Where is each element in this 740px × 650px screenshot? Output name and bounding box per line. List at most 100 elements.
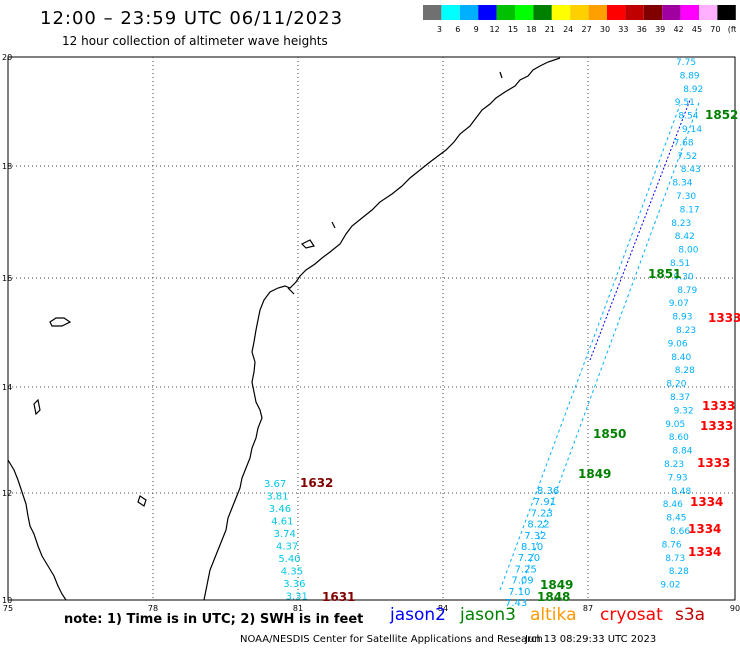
wave-reading: 8.54 — [678, 112, 698, 122]
time-label-1850: 1850 — [593, 427, 626, 441]
lon-label: 87 — [583, 604, 593, 613]
wave-reading: 3.31 — [286, 592, 308, 603]
legend-swatch — [607, 5, 626, 20]
wave-reading: 7.68 — [674, 138, 694, 148]
legend-swatch — [699, 5, 718, 20]
lon-label: 78 — [148, 604, 158, 613]
lon-label: 84 — [438, 604, 448, 613]
west-track-readings: 3.67 3.813.46 4.613.74 4.375.40 4.353.36 3.31 — [264, 479, 308, 603]
wave-reading: 8.36 — [537, 486, 559, 497]
wave-reading: 8.89 — [680, 71, 700, 81]
wave-reading: 3.46 — [269, 504, 291, 515]
time-label-1848: 1848 — [537, 590, 570, 604]
wave-reading: 8.28 — [669, 567, 689, 577]
legend-swatch — [423, 5, 442, 20]
axis-labels: 75 78 81 84 87 90 20 18 16 14 12 10 — [2, 53, 740, 613]
time-label-1334-a: 1334 — [690, 495, 723, 509]
legend-swatch — [533, 5, 552, 20]
mid-track-readings: 8.367.917.238.227.328.107.207.257.097.10… — [505, 486, 559, 609]
time-label-1632: 1632 — [300, 476, 333, 490]
legend-swatch — [496, 5, 515, 20]
wave-reading: 8.37 — [670, 393, 690, 403]
wave-reading: 7.91 — [534, 497, 556, 508]
wave-reading: 8.23 — [671, 219, 691, 229]
time-label-1849a: 1849 — [578, 467, 611, 481]
wave-reading: 7.09 — [511, 576, 533, 587]
legend-swatch — [662, 5, 681, 20]
wave-reading: 9.30 — [674, 272, 694, 282]
wave-reading: 8.20 — [666, 380, 686, 390]
wave-reading: 8.66 — [670, 527, 690, 537]
wave-reading: 7.10 — [508, 587, 530, 598]
legend-swatch — [515, 5, 534, 20]
lat-label: 18 — [2, 162, 12, 171]
wave-reading: 8.23 — [676, 326, 696, 336]
legend-label: 45 — [692, 25, 702, 34]
wave-reading: 7.75 — [676, 58, 696, 68]
legend-swatch — [588, 5, 607, 20]
legend-label: 70 — [710, 25, 720, 34]
wave-reading: 7.25 — [515, 564, 537, 575]
legend-label: 6 — [455, 25, 460, 34]
legend-label: 9 — [474, 25, 479, 34]
legend-swatch — [441, 5, 460, 20]
wave-reading: 7.52 — [677, 152, 697, 162]
legend-swatch — [717, 5, 736, 20]
wave-reading: 9.07 — [669, 299, 689, 309]
wave-reading: 8.00 — [678, 246, 698, 256]
wave-reading: 4.35 — [281, 567, 303, 578]
wave-reading: 4.37 — [276, 542, 298, 553]
wave-reading: 8.45 — [666, 514, 686, 524]
credits: NOAA/NESDIS Center for Satellite Applica… — [240, 634, 543, 645]
jason2-track — [589, 99, 691, 361]
sat-label-s3a: s3a — [675, 605, 706, 625]
lat-label: 20 — [2, 53, 12, 62]
wave-reading: 8.22 — [527, 520, 549, 531]
sat-label-jason2: jason2 — [390, 605, 446, 625]
wave-reading: 3.67 — [264, 479, 286, 490]
wave-reading: 8.48 — [671, 487, 691, 497]
time-label-1334-b: 1334 — [688, 522, 721, 536]
wave-reading: 8.51 — [670, 259, 690, 269]
legend-swatch — [570, 5, 589, 20]
time-label-1333-d: 1333 — [697, 456, 730, 470]
wave-reading: 9.51 — [675, 98, 695, 108]
legend-swatch — [551, 5, 571, 20]
lat-lon-grid — [8, 57, 735, 600]
wave-reading: 8.34 — [672, 179, 692, 189]
lon-label: 81 — [293, 604, 303, 613]
wave-reading: 7.23 — [531, 508, 553, 519]
lat-label: 10 — [2, 596, 12, 605]
wave-reading: 9.14 — [682, 125, 702, 135]
satellite-track-marks — [499, 99, 701, 591]
wave-reading: 8.10 — [521, 542, 543, 553]
wave-reading: 8.60 — [669, 433, 689, 443]
sat-label-jason3: jason3 — [460, 605, 516, 625]
wave-reading: 9.02 — [660, 581, 680, 591]
wave-reading: 3.36 — [283, 579, 305, 590]
wave-reading: 7.20 — [518, 553, 540, 564]
map-title: 12:00 – 23:59 UTC 06/11/2023 — [40, 8, 344, 29]
wave-reading: 5.40 — [278, 554, 300, 565]
lat-label: 14 — [2, 383, 12, 392]
legend-label: 36 — [637, 25, 647, 34]
lon-label: 90 — [730, 604, 740, 613]
time-label-1333-a: 1333 — [708, 311, 740, 325]
time-label-1333-b: 1333 — [702, 399, 735, 413]
wave-reading: 7.30 — [676, 192, 696, 202]
wave-reading: 8.79 — [677, 286, 697, 296]
wave-reading: 8.40 — [671, 353, 691, 363]
wave-reading: 8.17 — [680, 205, 700, 215]
time-label-1852: 1852 — [705, 108, 738, 122]
wave-reading: 9.32 — [674, 406, 694, 416]
wave-reading: 7.93 — [668, 473, 688, 483]
time-label-1849b: 1849 — [540, 578, 573, 592]
wave-reading: 8.46 — [663, 500, 683, 510]
wave-reading: 8.28 — [675, 366, 695, 376]
wave-reading: 8.42 — [675, 232, 695, 242]
wave-reading: 8.76 — [662, 540, 682, 550]
wave-reading: 3.74 — [274, 529, 296, 540]
legend-label: 3 — [437, 25, 442, 34]
east-track-readings: 7.75 8.89 8.92 9.51 8.54 9.14 7.68 7.52 8.43 8.34… — [660, 58, 703, 591]
